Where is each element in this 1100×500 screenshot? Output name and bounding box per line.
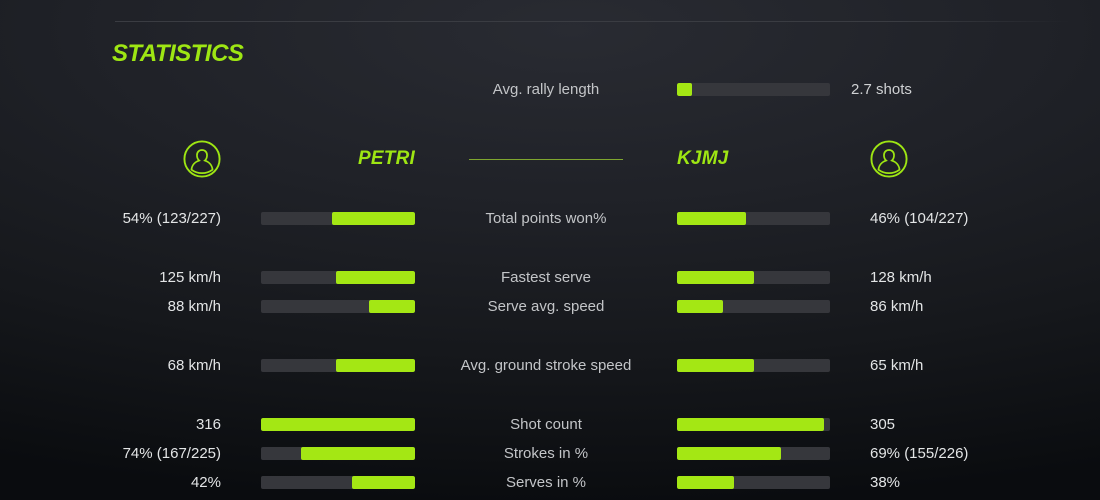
page-title: STATISTICS (112, 40, 244, 67)
left-player-value: 54% (123/227) (122, 210, 221, 227)
stat-row: 42% Serves in % 38% (0, 468, 1100, 497)
avg-rally-length-row: Avg. rally length 2.7 shots (0, 76, 1100, 102)
left-player-bar (261, 359, 415, 372)
player-left-name: PETRI (358, 148, 415, 169)
stat-row: 74% (167/225) Strokes in % 69% (155/226) (0, 439, 1100, 468)
right-player-value: 69% (155/226) (870, 445, 969, 462)
user-icon (183, 140, 221, 178)
bar-fill (677, 271, 754, 284)
left-player-value: 125 km/h (159, 269, 221, 286)
left-player-value: 68 km/h (167, 357, 221, 374)
right-player-bar (677, 476, 830, 489)
player-right-name: KJMJ (677, 148, 729, 169)
stat-label: Shot count (510, 416, 582, 433)
right-player-bar (677, 271, 830, 284)
right-player-value: 46% (104/227) (870, 210, 969, 227)
bar-fill (331, 212, 415, 225)
right-player-bar (677, 359, 830, 372)
left-player-bar (261, 447, 415, 460)
bar-fill (677, 212, 746, 225)
left-player-bar (261, 212, 415, 225)
bar-fill (336, 359, 415, 372)
right-player-bar (677, 212, 830, 225)
left-player-value: 316 (195, 416, 221, 433)
left-player-value: 74% (167/225) (122, 445, 221, 462)
stat-row: 88 km/h Serve avg. speed 86 km/h (0, 292, 1100, 321)
bar-fill (261, 418, 415, 431)
left-player-bar (261, 271, 415, 284)
players-separator-line (469, 158, 623, 160)
left-player-value: 42% (190, 474, 221, 491)
right-player-value: 38% (870, 474, 901, 491)
right-player-value: 305 (870, 416, 896, 433)
stat-label: Fastest serve (500, 269, 592, 286)
bar-fill (301, 447, 415, 460)
stat-row: 68 km/h Avg. ground stroke speed 65 km/h (0, 351, 1100, 380)
bar-fill (677, 447, 782, 460)
header-divider-line (115, 21, 1070, 22)
stat-row: 316 Shot count 305 (0, 410, 1100, 439)
stat-label: Serves in % (505, 474, 587, 491)
right-player-bar (677, 447, 830, 460)
stat-row: 54% (123/227) Total points won% 46% (104… (0, 204, 1100, 233)
bar-fill (677, 476, 734, 489)
bar-fill (368, 300, 415, 313)
avg-rally-length-bar (677, 82, 830, 96)
right-player-bar (677, 418, 830, 431)
stats-list: 54% (123/227) Total points won% 46% (104… (0, 204, 1100, 497)
right-player-value: 65 km/h (870, 357, 924, 374)
bar-fill (677, 300, 723, 313)
left-player-bar (261, 300, 415, 313)
user-icon (870, 140, 908, 178)
stat-label: Avg. ground stroke speed (460, 357, 632, 374)
bar-fill (351, 476, 415, 489)
right-player-value: 86 km/h (870, 298, 924, 315)
stat-label: Strokes in % (503, 445, 589, 462)
right-player-bar (677, 300, 830, 313)
bar-fill (677, 418, 824, 431)
stat-row: 125 km/h Fastest serve 128 km/h (0, 263, 1100, 292)
left-player-bar (261, 418, 415, 431)
right-player-value: 128 km/h (870, 269, 932, 286)
avg-rally-length-label: Avg. rally length (492, 80, 600, 98)
player-right-avatar (870, 140, 1100, 178)
left-player-value: 88 km/h (167, 298, 221, 315)
stat-label: Serve avg. speed (487, 298, 605, 315)
left-player-bar (261, 476, 415, 489)
players-header: PETRI KJMJ (0, 135, 1100, 183)
avg-rally-length-value: 2.7 shots (851, 80, 912, 98)
player-left-avatar (0, 140, 221, 178)
stat-label: Total points won% (485, 210, 607, 227)
bar-fill (677, 82, 693, 96)
bar-fill (336, 271, 415, 284)
bar-fill (677, 359, 754, 372)
